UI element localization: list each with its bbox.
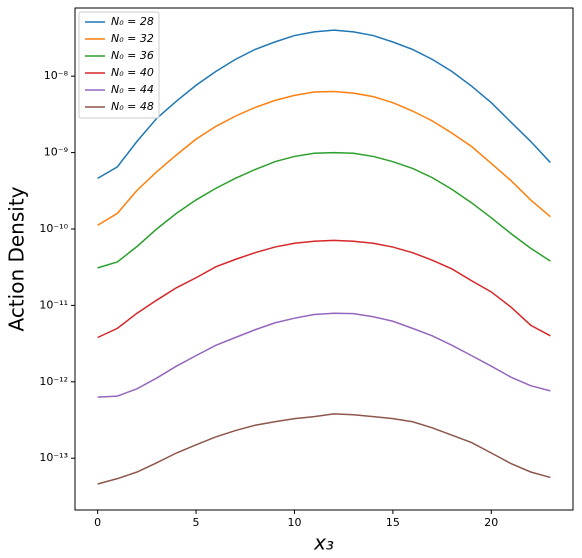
y-axis-label: Action Density [5, 186, 29, 331]
legend-text: N₀ = 28 [111, 15, 154, 28]
legend-text: N₀ = 48 [111, 100, 154, 113]
x-tick-label: 5 [193, 516, 200, 529]
legend-text: N₀ = 40 [111, 66, 154, 79]
series-line [97, 90, 551, 226]
legend-text: N₀ = 36 [111, 49, 154, 62]
legend-text: N₀ = 44 [111, 83, 154, 96]
x-axis-label: x₃ [313, 531, 334, 555]
legend-text: N₀ = 32 [111, 32, 154, 45]
plot-frame [74, 7, 574, 511]
series-line [97, 239, 551, 339]
y-tick-label: 10⁻¹² [39, 375, 68, 388]
series-line [97, 151, 551, 269]
y-tick-label: 10⁻⁸ [44, 69, 69, 82]
series-line [97, 413, 551, 485]
series-line [97, 312, 551, 398]
y-tick-label: 10⁻⁹ [44, 146, 68, 159]
x-tick-label: 10 [287, 516, 301, 529]
x-tick-label: 15 [386, 516, 400, 529]
y-tick-label: 10⁻¹³ [39, 451, 68, 464]
x-tick-label: 20 [484, 516, 498, 529]
y-tick-label: 10⁻¹¹ [39, 298, 68, 311]
x-tick-label: 0 [94, 516, 101, 529]
y-tick-label: 10⁻¹⁰ [39, 222, 68, 235]
series-line [97, 29, 551, 179]
